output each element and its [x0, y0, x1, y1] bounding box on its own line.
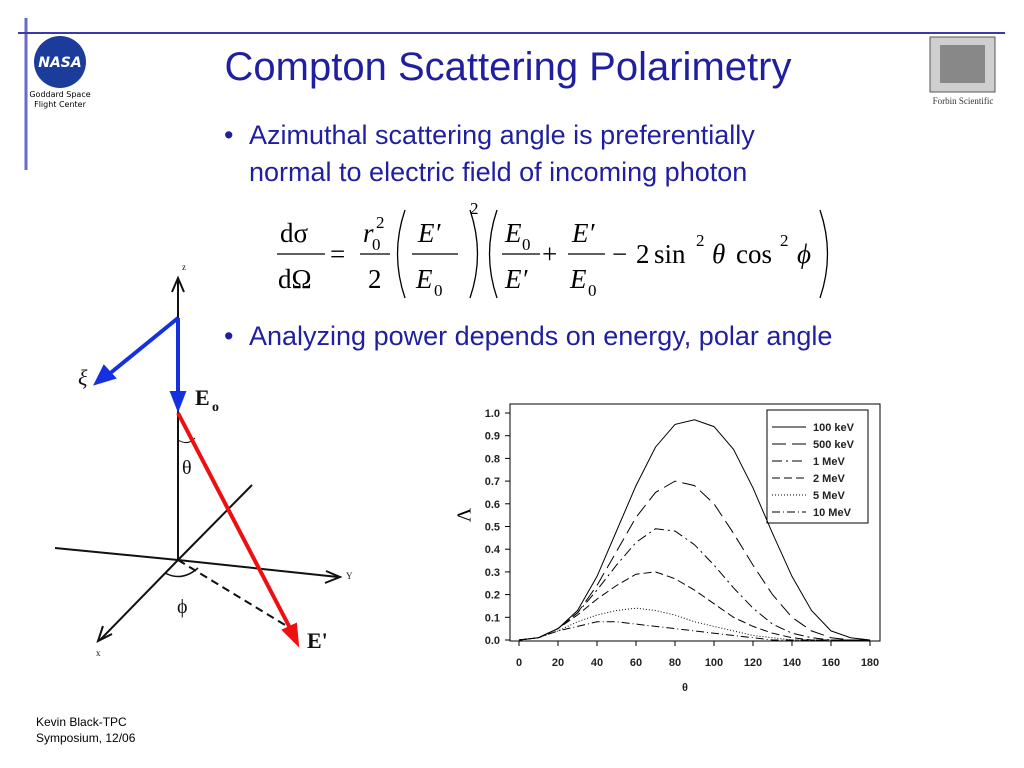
bullet-text: normal to electric field of incoming pho…: [249, 157, 747, 187]
eq-token: dσ: [280, 218, 309, 248]
eq-token: 2: [376, 213, 385, 232]
x-tick-label: 20: [552, 657, 564, 669]
y-tick-label: 0.5: [485, 522, 500, 534]
series-line: [518, 419, 871, 641]
legend-label: 100 keV: [813, 422, 855, 434]
eq-token: 0: [588, 281, 597, 300]
series-line: [518, 571, 870, 641]
vector-label: E: [195, 385, 210, 410]
eq-token: 0: [434, 281, 443, 300]
eq-token: E: [504, 218, 522, 248]
vector-label: o: [212, 400, 219, 415]
eq-token: =: [330, 239, 345, 269]
equation: dσ dΩ = r 0 2 2 E′ E 0 2 E 0 E′ + E′ E 0…: [277, 199, 829, 300]
legend: [766, 409, 869, 524]
series-line: [518, 621, 870, 641]
vector-label: ξ: [78, 365, 88, 390]
eq-token: r: [363, 218, 374, 248]
footer-text: Symposium, 12/06: [36, 731, 136, 745]
eq-token: 2: [780, 231, 789, 250]
axis-label: x: [96, 648, 101, 658]
x-tick-label: 120: [744, 657, 762, 669]
eq-token: θ: [712, 239, 725, 269]
vector-label: E': [307, 628, 328, 653]
eq-token: E: [415, 264, 433, 294]
bullet-dot: •: [224, 120, 233, 150]
y-tick-label: 0.0: [485, 635, 500, 647]
legend-label: 2 MeV: [813, 473, 845, 485]
x-tick-label: 180: [861, 657, 879, 669]
eq-token: 2: [636, 239, 650, 269]
legend-label: 1 MeV: [813, 456, 845, 468]
eq-token: 0: [522, 235, 531, 254]
y-tick-label: 0.3: [485, 567, 500, 579]
axis-label: z: [182, 262, 186, 272]
y-tick-label: 1.0: [485, 408, 500, 420]
eq-token: sin: [654, 239, 686, 269]
y-tick-label: 0.6: [485, 499, 500, 511]
x-tick-label: 0: [516, 657, 522, 669]
eq-token: −: [612, 239, 627, 269]
eq-token: E: [569, 264, 587, 294]
eq-token: 0: [372, 235, 381, 254]
forbin-logo: [940, 45, 985, 83]
x-tick-label: 160: [822, 657, 840, 669]
eq-token: ϕ: [797, 239, 811, 269]
bullet-text: Azimuthal scattering angle is preferenti…: [249, 120, 755, 150]
bullet-text: Analyzing power depends on energy, polar…: [249, 321, 832, 351]
x-tick-label: 100: [705, 657, 723, 669]
y-tick-label: 0.9: [485, 431, 500, 443]
eq-token: dΩ: [278, 264, 312, 294]
y-tick-label: 0.4: [485, 544, 501, 556]
eq-token: 2: [470, 199, 479, 218]
series-line: [518, 607, 870, 641]
y-tick-label: 0.2: [485, 590, 500, 602]
axis-label: Y: [346, 571, 353, 581]
series-line: [518, 528, 870, 641]
angle-label: ϕ: [177, 596, 188, 618]
eq-token: E′: [571, 218, 595, 248]
plot-frame: [509, 403, 881, 642]
x-tick-label: 40: [591, 657, 603, 669]
logo-caption: Forbin Scientific: [933, 96, 994, 106]
x-axis-label: θ: [682, 682, 688, 694]
y-tick-label: 0.1: [485, 612, 500, 624]
x-tick-label: 140: [783, 657, 801, 669]
y-tick-label: 0.7: [485, 476, 500, 488]
y-tick-label: 0.8: [485, 453, 500, 465]
eq-token: E′: [417, 218, 441, 248]
x-tick-label: 80: [669, 657, 681, 669]
bullet-dot: •: [224, 321, 233, 351]
eq-token: +: [542, 239, 557, 269]
logo-caption: Flight Center: [34, 100, 87, 109]
legend-label: 500 keV: [813, 439, 855, 451]
angle-label: θ: [182, 457, 192, 479]
eq-token: cos: [736, 239, 772, 269]
legend-label: 10 MeV: [813, 507, 852, 519]
scatter-diagram: [54, 275, 343, 648]
slide-title: Compton Scattering Polarimetry: [225, 45, 792, 89]
eq-token: 2: [368, 264, 382, 294]
nasa-logo: [34, 36, 86, 88]
logo-caption: Goddard Space: [29, 90, 90, 99]
footer-text: Kevin Black-TPC: [36, 715, 127, 729]
legend-label: 5 MeV: [813, 490, 845, 502]
y-axis-label: Λ: [454, 507, 476, 522]
logo-text: NASA: [38, 55, 81, 71]
eq-token: E′: [504, 264, 528, 294]
x-tick-label: 60: [630, 657, 642, 669]
eq-token: 2: [696, 231, 705, 250]
